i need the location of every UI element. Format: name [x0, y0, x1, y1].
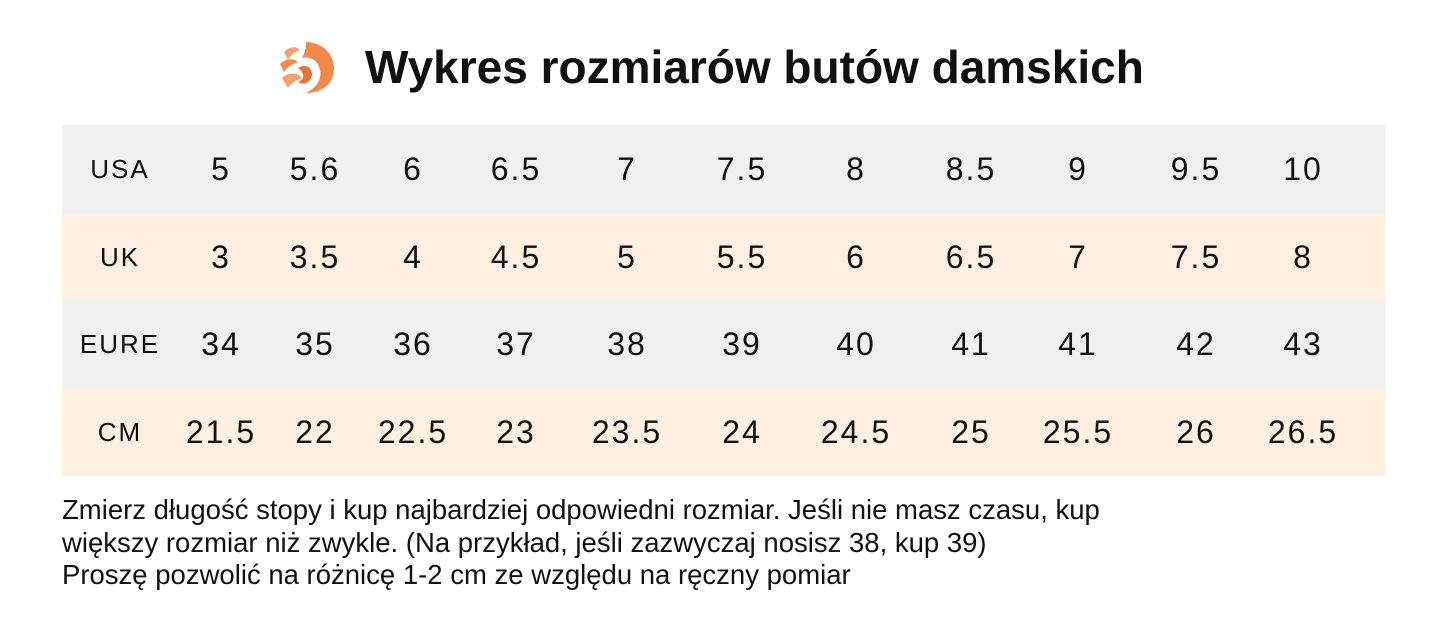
table-cell: 4.5 [490, 238, 542, 275]
table-row: CM 21.5 22 22.5 23 23.5 24 24.5 25 25.5 26 26.5 [62, 387, 1385, 476]
table-cell: 23.5 [591, 413, 663, 450]
table-cell: 7 [1068, 238, 1088, 275]
table-cell: 40 [836, 326, 876, 362]
table-cell: 24 [722, 413, 762, 450]
table-cell: 6.5 [490, 151, 542, 187]
table-cell: 7 [617, 151, 637, 187]
table-cell: 5 [617, 238, 637, 275]
table-row: USA 5 5.6 6 6.5 7 7.5 8 8.5 9 9.5 10 [62, 125, 1385, 213]
table-cell: 9.5 [1170, 151, 1222, 187]
table-cell: 24.5 [820, 413, 892, 450]
table-cell: 10 [1283, 151, 1323, 187]
table-cell: 36 [393, 326, 433, 362]
table-cell: 38 [607, 326, 647, 362]
note-line: Proszę pozwolić na różnicę 1-2 cm ze wzg… [62, 559, 851, 590]
logo [280, 42, 334, 93]
table-cell: 9 [1068, 151, 1088, 187]
table-cell: 26.5 [1267, 413, 1339, 450]
row-label: UK [99, 241, 141, 272]
table-cell: 7.5 [1170, 238, 1222, 275]
table-cell: 25.5 [1042, 413, 1114, 450]
table-row: EURE 34 35 36 37 38 39 40 41 41 42 43 [62, 300, 1385, 388]
table-cell: 8 [846, 151, 866, 187]
row-label: CM [97, 416, 143, 447]
table-cell: 7.5 [716, 151, 768, 187]
table-cell: 5.5 [716, 238, 768, 275]
table-cell: 5.6 [289, 151, 341, 187]
size-table: USA 5 5.6 6 6.5 7 7.5 8 8.5 9 9.5 10 UK 3 3.5 4 4.5 5 5.5 6… [62, 125, 1385, 476]
table-cell: 25 [951, 413, 991, 450]
table-cell: 5 [211, 151, 231, 187]
table-cell: 21.5 [185, 413, 257, 450]
table-cell: 41 [951, 326, 991, 362]
table-cell: 23 [496, 413, 536, 450]
table-cell: 6.5 [945, 238, 997, 275]
row-label: USA [90, 154, 150, 184]
table-cell: 42 [1176, 326, 1216, 362]
table-cell: 8.5 [945, 151, 997, 187]
table-cell: 22 [295, 413, 335, 450]
table-cell: 43 [1283, 326, 1323, 362]
table-cell: 4 [403, 238, 423, 275]
table-cell: 22.5 [377, 413, 449, 450]
table-cell: 41 [1058, 326, 1098, 362]
table-cell: 8 [1293, 238, 1313, 275]
table-cell: 34 [201, 326, 241, 362]
table-cell: 37 [496, 326, 536, 362]
table-cell: 3 [211, 238, 231, 275]
table-cell: 26 [1176, 413, 1216, 450]
row-label: EURE [79, 329, 161, 359]
table-cell: 6 [403, 151, 423, 187]
table-cell: 35 [295, 326, 335, 362]
table-cell: 3.5 [289, 238, 341, 275]
title: Wykres rozmiarów butów damskich [365, 41, 1144, 93]
note-line: Zmierz długość stopy i kup najbardziej o… [62, 494, 1100, 525]
note-line: większy rozmiar niż zwykle. (Na przykład… [62, 527, 987, 558]
table-cell: 6 [846, 238, 866, 275]
table-cell: 39 [722, 326, 762, 362]
table-row: UK 3 3.5 4 4.5 5 5.5 6 6.5 7 7.5 8 [62, 212, 1385, 301]
